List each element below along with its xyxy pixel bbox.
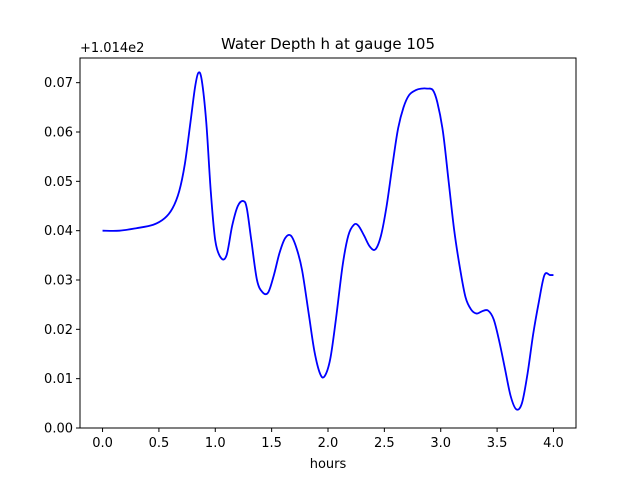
x-tick-label: 2.5 bbox=[374, 436, 395, 451]
y-offset-text: +1.014e2 bbox=[80, 41, 144, 56]
y-tick-label: 0.05 bbox=[44, 175, 73, 190]
x-tick-label: 2.0 bbox=[318, 436, 339, 451]
x-axis-ticks: 0.0 0.5 1.0 1.5 2.0 2.5 3.0 3.5 4.0 bbox=[92, 428, 564, 451]
series-line bbox=[102, 71, 554, 411]
x-axis-label: hours bbox=[310, 457, 347, 472]
y-tick-label: 0.04 bbox=[44, 224, 73, 239]
x-tick-label: 0.0 bbox=[92, 436, 113, 451]
y-tick-label: 0.02 bbox=[44, 323, 73, 338]
x-tick-label: 3.5 bbox=[487, 436, 508, 451]
y-tick-label: 0.01 bbox=[44, 372, 73, 387]
y-axis-ticks: 0.00 0.01 0.02 0.03 0.04 0.05 0.06 0.07 bbox=[44, 76, 80, 437]
x-tick-label: 1.5 bbox=[261, 436, 282, 451]
y-tick-label: 0.06 bbox=[44, 126, 73, 141]
x-tick-label: 0.5 bbox=[149, 436, 170, 451]
chart-title: Water Depth h at gauge 105 bbox=[221, 35, 435, 53]
y-tick-label: 0.07 bbox=[44, 76, 73, 91]
plot-area bbox=[79, 57, 577, 429]
y-tick-label: 0.00 bbox=[44, 422, 73, 437]
axes-frame bbox=[79, 57, 577, 429]
x-tick-label: 4.0 bbox=[543, 436, 564, 451]
y-tick-label: 0.03 bbox=[44, 274, 73, 289]
x-tick-label: 1.0 bbox=[205, 436, 226, 451]
x-tick-label: 3.0 bbox=[430, 436, 451, 451]
